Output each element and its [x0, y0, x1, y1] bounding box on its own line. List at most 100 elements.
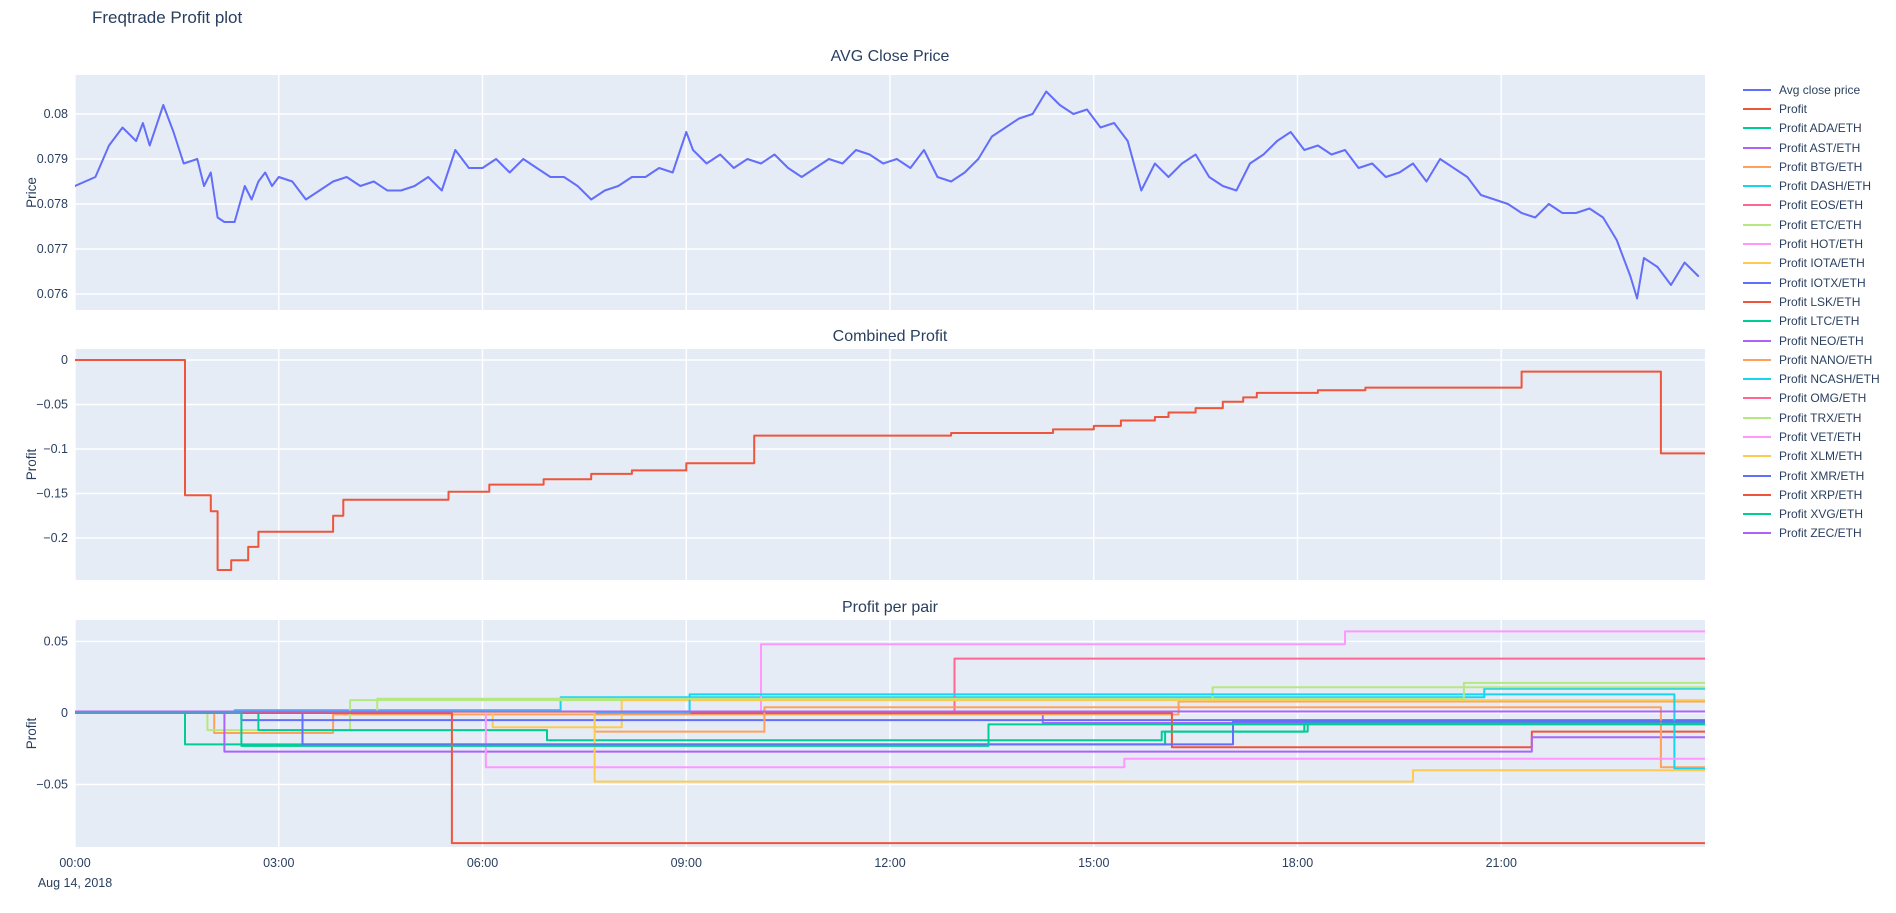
x-tick-label: 18:00	[1282, 856, 1313, 870]
legend-item-label: Profit ZEC/ETH	[1779, 526, 1862, 541]
legend-item-label: Avg close price	[1779, 82, 1861, 97]
x-tick-label: 03:00	[263, 856, 294, 870]
x-tick-label: 00:00	[59, 856, 90, 870]
legend-item-profit-zec-eth[interactable]: Profit ZEC/ETH	[1743, 524, 1880, 543]
series-profit-ncash-eth[interactable]	[75, 693, 1705, 770]
y-axis-title: Profit	[24, 448, 39, 480]
y-tick-label: 0	[61, 353, 68, 367]
legend-item-profit-dash-eth[interactable]: Profit DASH/ETH	[1743, 176, 1880, 195]
legend-item-label: Profit OMG/ETH	[1779, 391, 1867, 406]
legend-line-swatch	[1743, 455, 1771, 458]
x-axis-date-label: Aug 14, 2018	[38, 876, 112, 890]
legend-line-swatch	[1743, 435, 1771, 438]
legend-line-swatch	[1743, 185, 1771, 188]
y-tick-label: 0.08	[44, 107, 68, 121]
y-tick-label: −0.05	[36, 777, 68, 791]
legend-item-label: Profit IOTA/ETH	[1779, 256, 1865, 271]
legend-item-profit-vet-eth[interactable]: Profit VET/ETH	[1743, 427, 1880, 446]
legend-item-profit-lsk-eth[interactable]: Profit LSK/ETH	[1743, 292, 1880, 311]
series-profit-xlm-eth[interactable]	[75, 712, 1705, 783]
legend-line-swatch	[1743, 204, 1771, 207]
legend-item-profit-iota-eth[interactable]: Profit IOTA/ETH	[1743, 254, 1880, 273]
y-tick-label: −0.15	[36, 486, 68, 500]
legend-item-label: Profit XLM/ETH	[1779, 449, 1863, 464]
legend-line-swatch	[1743, 493, 1771, 496]
legend-item-profit-hot-eth[interactable]: Profit HOT/ETH	[1743, 234, 1880, 253]
x-tick-label: 15:00	[1078, 856, 1109, 870]
legend-item-label: Profit EOS/ETH	[1779, 198, 1864, 213]
x-tick-label: 12:00	[874, 856, 905, 870]
legend-line-swatch	[1743, 146, 1771, 149]
legend-line-swatch	[1743, 397, 1771, 400]
legend-item-profit-btg-eth[interactable]: Profit BTG/ETH	[1743, 157, 1880, 176]
legend-line-swatch	[1743, 378, 1771, 381]
legend-item-label: Profit NCASH/ETH	[1779, 372, 1880, 387]
legend-line-swatch	[1743, 358, 1771, 361]
legend-item-profit-ltc-eth[interactable]: Profit LTC/ETH	[1743, 312, 1880, 331]
x-tick-label: 09:00	[671, 856, 702, 870]
legend-item-label: Profit XMR/ETH	[1779, 468, 1865, 483]
legend-item-profit-xrp-eth[interactable]: Profit XRP/ETH	[1743, 485, 1880, 504]
legend-item-label: Profit TRX/ETH	[1779, 410, 1862, 425]
subplot-title-combined-profit: Combined Profit	[832, 328, 948, 345]
legend-item-label: Profit LTC/ETH	[1779, 314, 1860, 329]
y-tick-label: 0	[61, 706, 68, 720]
legend-line-swatch	[1743, 88, 1771, 91]
legend-item-profit-trx-eth[interactable]: Profit TRX/ETH	[1743, 408, 1880, 427]
legend-item-profit-xvg-eth[interactable]: Profit XVG/ETH	[1743, 505, 1880, 524]
legend-item-profit-iotx-eth[interactable]: Profit IOTX/ETH	[1743, 273, 1880, 292]
legend-item-profit-omg-eth[interactable]: Profit OMG/ETH	[1743, 389, 1880, 408]
legend-line-swatch	[1743, 281, 1771, 284]
legend-line-swatch	[1743, 243, 1771, 246]
y-tick-label: 0.076	[37, 287, 68, 301]
subplot-title-profit-per-pair: Profit per pair	[841, 599, 939, 616]
series-profit-xvg-eth[interactable]	[75, 712, 1705, 747]
y-tick-label: 0.078	[37, 197, 68, 211]
legend-item-label: Profit AST/ETH	[1779, 140, 1861, 155]
legend-line-swatch	[1743, 513, 1771, 516]
y-tick-label: 0.05	[44, 634, 68, 648]
legend-line-swatch	[1743, 474, 1771, 477]
x-tick-label: 06:00	[467, 856, 498, 870]
legend-line-swatch	[1743, 107, 1771, 110]
legend-item-label: Profit ETC/ETH	[1779, 217, 1862, 232]
series-profit[interactable]	[75, 359, 1705, 571]
page-title: Freqtrade Profit plot	[92, 8, 243, 27]
legend: Avg close price Profit Profit ADA/ETH Profi…	[1743, 80, 1880, 543]
legend-line-swatch	[1743, 223, 1771, 226]
series-profit-xrp-eth[interactable]	[75, 712, 1705, 845]
legend-item-profit[interactable]: Profit	[1743, 99, 1880, 118]
legend-line-swatch	[1743, 320, 1771, 323]
legend-item-label: Profit VET/ETH	[1779, 429, 1862, 444]
y-tick-label: 0.079	[37, 152, 68, 166]
y-tick-label: 0.077	[37, 242, 68, 256]
series-avg-close-price[interactable]	[75, 90, 1700, 300]
series-profit-lsk-eth[interactable]	[75, 712, 1705, 749]
legend-item-label: Profit XRP/ETH	[1779, 487, 1863, 502]
legend-item-profit-ast-eth[interactable]: Profit AST/ETH	[1743, 138, 1880, 157]
series-profit-ltc-eth[interactable]	[75, 712, 1705, 742]
legend-item-profit-ada-eth[interactable]: Profit ADA/ETH	[1743, 119, 1880, 138]
legend-line-swatch	[1743, 262, 1771, 265]
legend-line-swatch	[1743, 339, 1771, 342]
legend-item-profit-nano-eth[interactable]: Profit NANO/ETH	[1743, 350, 1880, 369]
legend-item-profit-etc-eth[interactable]: Profit ETC/ETH	[1743, 215, 1880, 234]
legend-line-swatch	[1743, 416, 1771, 419]
legend-item-profit-xmr-eth[interactable]: Profit XMR/ETH	[1743, 466, 1880, 485]
legend-line-swatch	[1743, 300, 1771, 303]
legend-item-label: Profit LSK/ETH	[1779, 294, 1861, 309]
legend-item-profit-ncash-eth[interactable]: Profit NCASH/ETH	[1743, 369, 1880, 388]
legend-item-profit-xlm-eth[interactable]: Profit XLM/ETH	[1743, 447, 1880, 466]
legend-item-label: Profit	[1779, 101, 1808, 116]
legend-item-profit-eos-eth[interactable]: Profit EOS/ETH	[1743, 196, 1880, 215]
x-tick-label: 21:00	[1486, 856, 1517, 870]
legend-line-swatch	[1743, 165, 1771, 168]
legend-line-swatch	[1743, 127, 1771, 130]
legend-item-label: Profit NANO/ETH	[1779, 352, 1873, 367]
legend-item-avg-close-price[interactable]: Avg close price	[1743, 80, 1880, 99]
legend-item-label: Profit ADA/ETH	[1779, 121, 1862, 136]
legend-line-swatch	[1743, 532, 1771, 535]
legend-item-profit-neo-eth[interactable]: Profit NEO/ETH	[1743, 331, 1880, 350]
y-tick-label: −0.05	[36, 397, 68, 411]
